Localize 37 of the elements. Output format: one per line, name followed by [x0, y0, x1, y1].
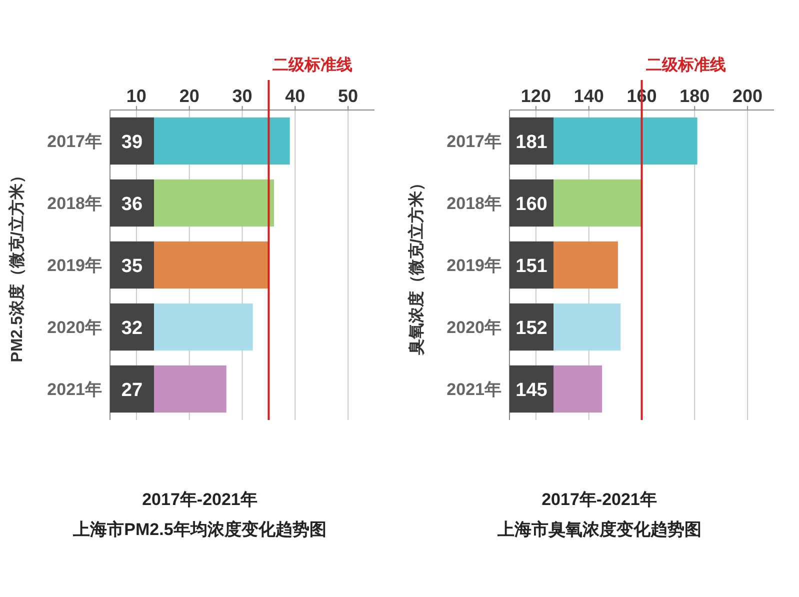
y-tick-label: 2017年 [47, 132, 102, 151]
text: 2017年-2021年 [142, 490, 258, 509]
data-label: 39 [121, 132, 143, 153]
x-tick-label: 10 [126, 86, 146, 106]
y-tick-label: 2018年 [47, 194, 102, 213]
ref-line-label: 二级标准线 [272, 56, 353, 74]
x-tick-label: 200 [732, 86, 763, 106]
y-tick-label: 2019年 [446, 256, 502, 275]
data-label: 151 [516, 256, 548, 277]
text: 上海市臭氧浓度变化趋势图 [496, 520, 702, 539]
x-tick-label: 120 [520, 86, 551, 106]
y-tick-label: 2020年 [446, 318, 502, 337]
x-tick-label: 180 [680, 86, 710, 106]
data-label: 145 [516, 380, 548, 401]
text: 上海市PM2.5年均浓度变化趋势图 [72, 520, 326, 539]
y-tick-label: 2020年 [47, 318, 102, 337]
x-tick-label: 30 [232, 86, 252, 106]
ref-line-label: 二级标准线 [646, 56, 726, 74]
x-tick-label: 140 [574, 86, 604, 106]
x-tick-label: 50 [338, 86, 358, 106]
x-tick-label: 20 [179, 86, 200, 106]
data-label: 160 [516, 194, 548, 215]
text: 2017年-2021年 [542, 490, 657, 509]
data-label: 35 [121, 256, 143, 277]
y-tick-label: 2019年 [47, 256, 102, 275]
data-label: 181 [516, 132, 548, 153]
y-tick-label: 2021年 [47, 380, 102, 399]
y-tick-label: 2021年 [446, 380, 502, 399]
y-axis-title: PM2.5浓度（微克/立方米） [7, 168, 26, 362]
y-axis-title: 臭氧浓度（微克/立方米） [406, 174, 426, 356]
data-label: 27 [121, 380, 143, 401]
data-label: 32 [121, 318, 143, 339]
y-tick-label: 2018年 [446, 194, 502, 213]
data-label: 152 [516, 318, 548, 339]
data-label: 36 [121, 194, 143, 215]
x-tick-label: 40 [285, 86, 306, 106]
y-tick-label: 2017年 [446, 132, 502, 151]
